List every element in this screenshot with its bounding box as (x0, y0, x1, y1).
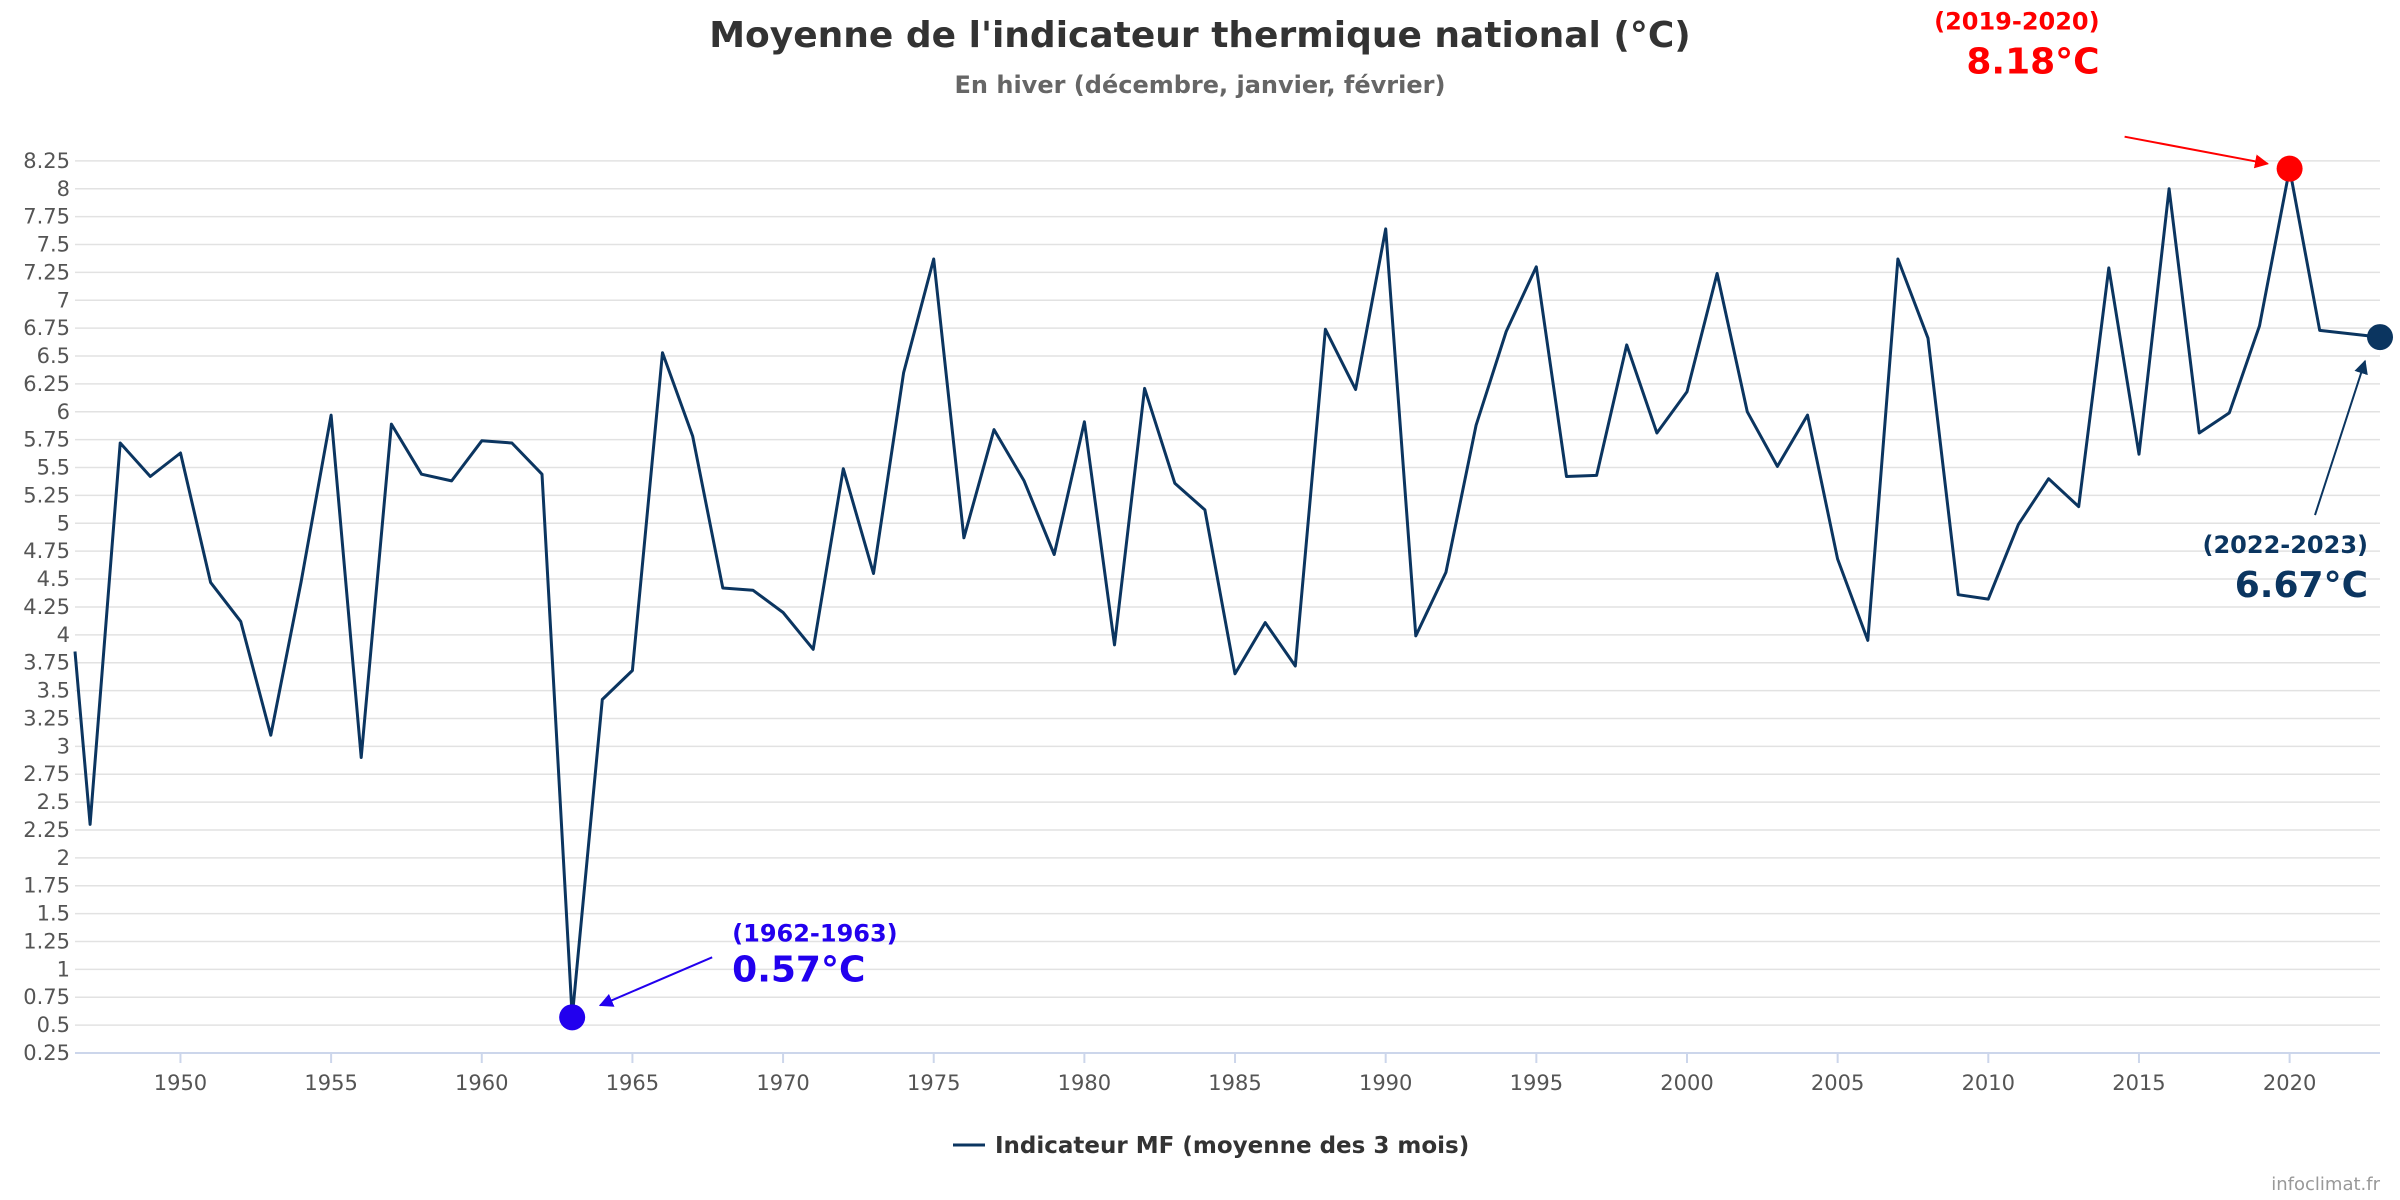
annotation-period: (2022-2023) (2203, 531, 2369, 559)
annotation-arrow (598, 956, 713, 1007)
y-tick-label: 8 (57, 177, 70, 201)
x-tick-label: 1955 (304, 1071, 357, 1095)
chart-subtitle: En hiver (décembre, janvier, février) (955, 71, 1446, 99)
y-tick-label: 5.25 (23, 483, 70, 507)
y-tick-label: 3.75 (23, 651, 70, 675)
y-tick-label: 8.25 (23, 149, 70, 173)
annotation-period: (1962-1963) (732, 919, 898, 947)
annotation-arrow (2314, 359, 2368, 516)
y-tick-label: 0.5 (37, 1013, 70, 1037)
y-tick-label: 2 (57, 846, 70, 870)
y-tick-label: 2.5 (37, 790, 70, 814)
y-axis-ticks: 0.25 0.5 0.75 1 1.25 1.5 1.75 2 2.25 2.5 2.75 3 3.25… (23, 149, 70, 1065)
x-tick-label: 2000 (1660, 1071, 1713, 1095)
y-tick-label: 2.75 (23, 762, 70, 786)
y-tick-label: 6.5 (37, 344, 70, 368)
y-tick-label: 7.25 (23, 260, 70, 284)
y-tick-label: 3.5 (37, 679, 70, 703)
x-axis-ticks: 1950 1955 1960 1965 1970 1975 1980 1985 1990 1995… (154, 1053, 2316, 1095)
credit-label[interactable]: infoclimat.fr (2271, 1174, 2380, 1195)
y-tick-label: 5.5 (37, 456, 70, 480)
x-tick-label: 1975 (907, 1071, 960, 1095)
y-tick-label: 1 (57, 957, 70, 981)
annotation-arrow (2124, 135, 2269, 169)
y-tick-label: 6 (57, 400, 70, 424)
x-tick-label: 1965 (606, 1071, 659, 1095)
y-tick-label: 1.5 (37, 902, 70, 926)
x-tick-label: 1995 (1510, 1071, 1563, 1095)
annotation-value: 6.67°C (2235, 565, 2368, 606)
y-tick-label: 4.5 (37, 567, 70, 591)
annotation-period: (2019-2020) (1934, 8, 2100, 36)
y-tick-label: 7.5 (37, 233, 70, 257)
y-tick-label: 5 (57, 511, 70, 535)
x-tick-label: 1980 (1058, 1071, 1111, 1095)
annotation-point[interactable] (559, 1004, 586, 1031)
y-tick-label: 0.25 (23, 1041, 70, 1065)
y-tick-label: 0.75 (23, 985, 70, 1009)
legend-label[interactable]: Indicateur MF (moyenne des 3 mois) (995, 1133, 1469, 1159)
annotation-point[interactable] (2367, 324, 2393, 351)
chart-title: Moyenne de l'indicateur thermique nation… (709, 15, 1691, 56)
y-tick-label: 6.75 (23, 316, 70, 340)
y-tick-label: 1.25 (23, 929, 70, 953)
y-tick-label: 4.25 (23, 595, 70, 619)
x-tick-label: 2015 (2112, 1071, 2165, 1095)
y-tick-label: 2.25 (23, 818, 70, 842)
x-tick-label: 1985 (1208, 1071, 1261, 1095)
y-tick-label: 3 (57, 734, 70, 758)
x-tick-label: 2010 (1962, 1071, 2015, 1095)
annotation-value: 0.57°C (732, 949, 865, 990)
x-tick-label: 1970 (756, 1071, 809, 1095)
y-tick-label: 4.75 (23, 539, 70, 563)
x-tick-label: 1960 (455, 1071, 508, 1095)
annotations: (2019-2020) 8.18°C (1962-1963)0.57°C (2022-… (559, 8, 2393, 1031)
grid-lines (75, 160, 2380, 1054)
x-tick-label: 1950 (154, 1071, 207, 1095)
legend[interactable]: Indicateur MF (moyenne des 3 mois) (953, 1133, 1469, 1159)
y-tick-label: 1.75 (23, 874, 70, 898)
x-tick-label: 1990 (1359, 1071, 1412, 1095)
x-tick-label: 2020 (2263, 1071, 2316, 1095)
series-line[interactable] (73, 167, 2381, 1019)
y-tick-label: 7.75 (23, 205, 70, 229)
y-tick-label: 4 (57, 623, 70, 647)
y-tick-label: 3.25 (23, 706, 70, 730)
y-tick-label: 5.75 (23, 428, 70, 452)
annotation-point[interactable] (2276, 155, 2303, 182)
y-tick-label: 7 (57, 288, 70, 312)
x-tick-label: 2005 (1811, 1071, 1864, 1095)
annotation-value: 8.18°C (1966, 42, 2099, 83)
y-tick-label: 6.25 (23, 372, 70, 396)
